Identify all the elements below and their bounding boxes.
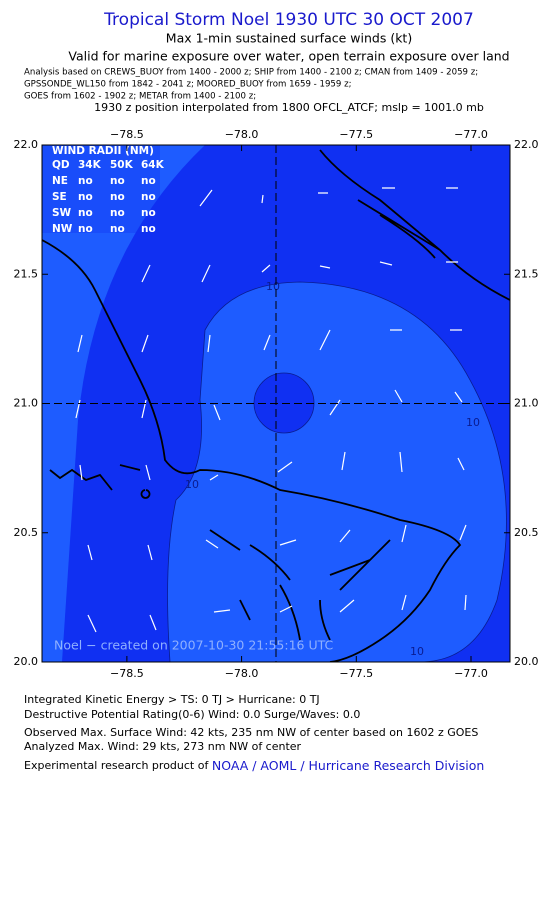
radii-cell: no [78,191,93,203]
radii-cell: no [141,223,156,235]
coastline [49,464,151,499]
coastline [42,239,462,662]
x-tick-label: −78.0 [225,128,259,141]
x-tick-label: −77.5 [339,128,373,141]
analysis-line: Analysis based on CREWS_BUOY from 1400 -… [24,68,478,78]
position-note: 1930 z position interpolated from 1800 O… [94,101,484,114]
coastline [209,529,391,641]
radii-cell: NE [52,175,68,187]
title: Tropical Storm Noel 1930 UTC 30 OCT 2007 [103,10,474,30]
y-tick-label: 22.0 [14,138,39,151]
contour-label: 10 [466,416,480,429]
coastline [319,149,510,301]
radii-cell: no [78,223,93,235]
x-tick-label: −78.5 [110,667,144,680]
radii-header: 34K [78,159,102,171]
radii-cell: no [78,175,93,187]
product-text: Experimental research product of [24,759,212,772]
x-tick-label: −78.5 [110,128,144,141]
contour-label: 10 [410,645,424,658]
radii-title: WIND RADII (NM) [52,145,154,157]
radii-cell: no [110,175,125,187]
y-tick-label: 20.0 [14,655,39,668]
radii-panel [42,145,160,233]
x-tick-label: −77.0 [454,667,488,680]
analysis-line: GOES from 1602 - 1902 z; METAR from 1400… [24,92,256,102]
radii-cell: no [110,207,125,219]
dpr: Destructive Potential Rating(0-6) Wind: … [24,708,360,721]
y-tick-label: 21.0 [14,397,39,410]
y-tick-label: 22.0 [514,138,539,151]
contour-label: 10 [185,478,199,491]
radii-header: 64K [141,159,165,171]
wind-arrows [75,187,467,633]
radii-cell: SE [52,191,67,203]
radii-header: QD [52,159,70,171]
analyzed: Analyzed Max. Wind: 29 kts, 273 nm NW of… [24,740,302,753]
contour-label: 10 [266,280,280,293]
ike: Integrated Kinetic Energy > TS: 0 TJ > H… [24,693,320,706]
credit: Noel − created on 2007-10-30 21:55:16 UT… [54,638,333,653]
x-tick-label: −77.0 [454,128,488,141]
radii-cell: SW [52,207,72,219]
x-tick-label: −78.0 [225,667,259,680]
radii-cell: no [141,191,156,203]
y-tick-label: 21.0 [514,397,539,410]
y-tick-label: 20.5 [514,526,539,539]
product: Experimental research product of NOAA / … [24,758,484,773]
radii-cell: no [141,207,156,219]
wind-zone [167,281,507,662]
radii-cell: NW [52,223,73,235]
radii-cell: no [110,223,125,235]
radii-header: 50K [110,159,134,171]
y-tick-label: 21.5 [514,267,539,280]
radii-cell: no [110,191,125,203]
analysis-line: GPSSONDE_WL150 from 1842 - 2041 z; MOORE… [24,80,352,90]
link[interactable]: NOAA / AOML / Hurricane Research Divisio… [212,758,484,773]
observed: Observed Max. Surface Wind: 42 kts, 235 … [24,726,478,739]
radii-cell: no [141,175,156,187]
subtitle: Max 1-min sustained surface winds (kt) [166,31,412,46]
y-tick-label: 21.5 [14,267,39,280]
radii-cell: no [78,207,93,219]
y-tick-label: 20.5 [14,526,39,539]
x-tick-label: −77.5 [339,667,373,680]
valid-note: Valid for marine exposure over water, op… [68,49,509,64]
y-tick-label: 20.0 [514,655,539,668]
